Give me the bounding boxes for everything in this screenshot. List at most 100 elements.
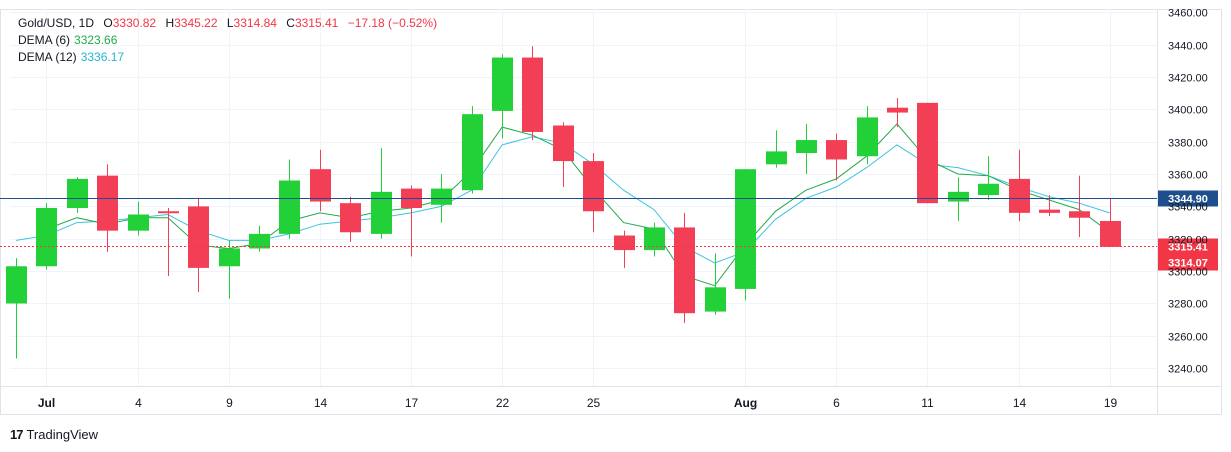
time-tick-label: 9	[226, 396, 233, 410]
open-key: O	[103, 16, 113, 30]
candle	[917, 102, 938, 204]
high-value: 3345.22	[174, 16, 218, 30]
legend-dema12-row[interactable]: DEMA (12) 3336.17	[18, 49, 437, 66]
candle	[735, 169, 756, 301]
time-tick-label: Aug	[734, 396, 757, 410]
candle	[857, 106, 878, 165]
chart-frame	[0, 9, 1222, 415]
tradingview-logo-icon: 17	[10, 427, 24, 442]
price-tick-label: 3440.00	[1168, 41, 1208, 53]
candle	[887, 97, 908, 128]
dema6-label: DEMA (6)	[18, 33, 71, 47]
candle-body	[826, 140, 847, 160]
candle	[1069, 175, 1090, 238]
candle-body	[188, 206, 209, 268]
change-value: −17.18 (−0.52%)	[347, 16, 438, 30]
candle-body	[158, 211, 179, 214]
legend-dema6-row[interactable]: DEMA (6) 3323.66	[18, 32, 437, 49]
price-tick-label: 3380.00	[1168, 138, 1208, 150]
candle-body	[796, 140, 817, 154]
price-tick-label: 3320.00	[1168, 235, 1208, 247]
low-value: 3314.84	[233, 16, 277, 30]
price-tick-label: 3460.00	[1168, 8, 1208, 20]
candle-body	[705, 287, 726, 312]
candle	[553, 122, 574, 187]
candle-body	[583, 161, 604, 212]
last-price-label: 3315.41	[1168, 242, 1208, 254]
candle	[97, 164, 118, 252]
tradingview-brand[interactable]: 17 TradingView	[10, 427, 98, 442]
open-value: 3330.82	[112, 16, 157, 30]
candle-body	[6, 266, 27, 304]
time-tick-label: 25	[587, 396, 601, 410]
candles	[6, 46, 1121, 359]
close-value: 3315.41	[294, 16, 339, 30]
candle	[522, 46, 543, 141]
candle-body	[857, 117, 878, 157]
high-key: H	[165, 16, 175, 30]
candle-body	[1100, 220, 1121, 247]
time-tick-label: 22	[496, 396, 510, 410]
low-price-label: 3314.07	[1168, 258, 1208, 270]
candle-body	[553, 125, 574, 162]
candle	[340, 196, 361, 242]
candle-body	[887, 107, 908, 113]
candle-body	[462, 114, 483, 191]
candle	[583, 153, 604, 233]
candle-body	[522, 57, 543, 132]
candle-body	[128, 214, 149, 231]
candle	[978, 156, 999, 200]
candle	[36, 203, 57, 270]
candle	[644, 222, 665, 257]
candle-body	[492, 57, 513, 111]
candle-body	[279, 180, 300, 234]
candle	[1100, 198, 1121, 247]
candle	[766, 130, 787, 168]
candle	[371, 148, 392, 239]
candle-body	[644, 227, 665, 251]
candle	[462, 106, 483, 194]
close-key: C	[286, 16, 295, 30]
time-axis: Jul 4 9 14 17 22 25 Aug 6 11 14 19	[38, 396, 1118, 410]
price-tick-label: 3240.00	[1168, 364, 1208, 376]
candle-body	[219, 248, 240, 267]
candle-body	[735, 169, 756, 289]
candle-body	[978, 183, 999, 196]
candle	[249, 225, 270, 252]
candle-body	[1009, 178, 1030, 213]
candle-body	[1069, 211, 1090, 218]
candle-body	[97, 175, 118, 231]
price-axis: 3240.00 3260.00 3280.00 3300.00 3320.00 3340.…	[1168, 8, 1208, 376]
dema6-value: 3323.66	[74, 33, 118, 47]
candle-body	[948, 191, 969, 202]
candle-body	[766, 151, 787, 165]
candle	[401, 185, 422, 257]
time-tick-label: 11	[921, 396, 934, 410]
price-tick-label: 3420.00	[1168, 73, 1208, 85]
price-tick-label: 3280.00	[1168, 299, 1208, 311]
candle	[310, 149, 331, 212]
candle-body	[340, 203, 361, 233]
dema12-label: DEMA (12)	[18, 50, 77, 64]
candle-body	[67, 178, 88, 209]
chart-legend: Gold/USD, 1D O3330.82 H3345.22 L3314.84 …	[18, 15, 437, 66]
candle-body	[431, 188, 452, 205]
candle	[128, 201, 149, 236]
low-key: L	[226, 16, 234, 30]
price-tick-label: 3260.00	[1168, 332, 1208, 344]
time-tick-label: 14	[1013, 396, 1027, 410]
price-tick-label: 3340.00	[1168, 202, 1208, 214]
time-tick-label: Jul	[38, 396, 55, 410]
candle-body	[36, 208, 57, 267]
candle	[948, 177, 969, 221]
candle	[826, 133, 847, 181]
candle-body	[917, 102, 938, 204]
price-lines: 3344.90 3315.41 3314.07	[0, 190, 1218, 271]
grid	[0, 9, 1222, 415]
last-price-tag	[1158, 238, 1218, 271]
time-tick-label: 17	[405, 396, 419, 410]
brand-name: TradingView	[26, 427, 99, 442]
time-tick-label: 6	[833, 396, 840, 410]
symbol-label: Gold/USD, 1D	[18, 16, 95, 30]
